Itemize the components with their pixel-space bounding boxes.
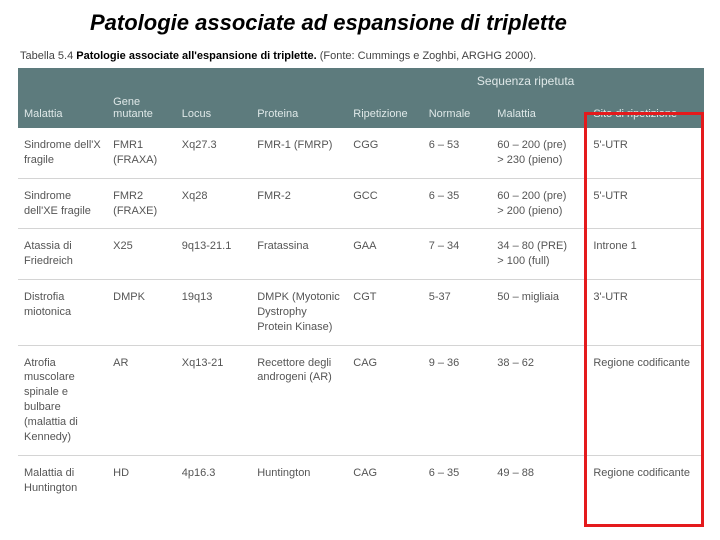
cell: 34 – 80 (PRE)> 100 (full) — [491, 229, 587, 280]
header-gene: Gene mutante — [107, 90, 176, 128]
cell: 5-37 — [423, 280, 492, 346]
cell: 19q13 — [176, 280, 251, 346]
caption-prefix: Tabella 5.4 — [20, 50, 76, 62]
cell: 4p16.3 — [176, 455, 251, 505]
cell: Atrofia muscolare spinale e bulbare (mal… — [18, 345, 107, 455]
cell: 60 – 200 (pre)> 230 (pieno) — [491, 128, 587, 178]
cell: 9 – 36 — [423, 345, 492, 455]
table-row: Malattia di Huntington HD 4p16.3 Hunting… — [18, 455, 704, 505]
cell: GCC — [347, 178, 422, 229]
cell: Malattia di Huntington — [18, 455, 107, 505]
cell em: DMPK (Myotonic Dystrophy Protein Kinase) — [251, 280, 347, 346]
cell: 5'-UTR — [587, 178, 704, 229]
header-ripetizione: Ripetizione — [347, 90, 422, 128]
header-locus: Locus — [176, 90, 251, 128]
cell: Huntington — [251, 455, 347, 505]
table-row: Atassia di Friedreich X25 9q13-21.1 Frat… — [18, 229, 704, 280]
cell: Xq28 — [176, 178, 251, 229]
cell: CGG — [347, 128, 422, 178]
cell: 60 – 200 (pre)> 200 (pieno) — [491, 178, 587, 229]
cell: 6 – 53 — [423, 128, 492, 178]
cell: Fratassina — [251, 229, 347, 280]
cell: Sindrome dell'X fragile — [18, 128, 107, 178]
cell: CGT — [347, 280, 422, 346]
cell: Distrofia miotonica — [18, 280, 107, 346]
cell: AR — [107, 345, 176, 455]
slide-title: Patologie associate ad espansione di tri… — [0, 0, 720, 42]
cell: DMPK — [107, 280, 176, 346]
cell: 50 – migliaia — [491, 280, 587, 346]
table-body: Sindrome dell'X fragile FMR1 (FRAXA) Xq2… — [18, 128, 704, 505]
cell: FMR1 (FRAXA) — [107, 128, 176, 178]
cell: HD — [107, 455, 176, 505]
cell: GAA — [347, 229, 422, 280]
cell: FMR-2 — [251, 178, 347, 229]
table-row: Sindrome dell'X fragile FMR1 (FRAXA) Xq2… — [18, 128, 704, 178]
cell: 3'-UTR — [587, 280, 704, 346]
table-header-row: Malattia Gene mutante Locus Proteina Rip… — [18, 90, 704, 128]
cell: Regione codificante — [587, 455, 704, 505]
cell: Recettore degli androgeni (AR) — [251, 345, 347, 455]
super-header: Sequenza ripetuta — [347, 68, 704, 90]
header-sito: Sito di ripetizione — [587, 90, 704, 128]
cell: Regione codificante — [587, 345, 704, 455]
cell: FMR2 (FRAXE) — [107, 178, 176, 229]
table-caption: Tabella 5.4 Patologie associate all'espa… — [0, 42, 720, 66]
cell: 9q13-21.1 — [176, 229, 251, 280]
table-row: Sindrome dell'XE fragile FMR2 (FRAXE) Xq… — [18, 178, 704, 229]
caption-source: (Fonte: Cummings e Zoghbi, ARGHG 2000). — [317, 50, 536, 62]
triplet-table: Sequenza ripetuta Malattia Gene mutante … — [18, 68, 704, 505]
cell: FMR-1 (FMRP) — [251, 128, 347, 178]
header-malattia: Malattia — [18, 90, 107, 128]
cell: X25 — [107, 229, 176, 280]
cell: Atassia di Friedreich — [18, 229, 107, 280]
header-malattia2: Malattia — [491, 90, 587, 128]
cell: 7 – 34 — [423, 229, 492, 280]
cell: 5'-UTR — [587, 128, 704, 178]
super-header-blank — [18, 68, 347, 90]
cell: 38 – 62 — [491, 345, 587, 455]
header-normale: Normale — [423, 90, 492, 128]
cell: 49 – 88 — [491, 455, 587, 505]
cell: Xq27.3 — [176, 128, 251, 178]
caption-bold: Patologie associate all'espansione di tr… — [76, 50, 316, 62]
cell: Introne 1 — [587, 229, 704, 280]
cell: CAG — [347, 455, 422, 505]
table-row: Atrofia muscolare spinale e bulbare (mal… — [18, 345, 704, 455]
header-proteina: Proteina — [251, 90, 347, 128]
cell: Sindrome dell'XE fragile — [18, 178, 107, 229]
cell: 6 – 35 — [423, 455, 492, 505]
cell: 6 – 35 — [423, 178, 492, 229]
table-super-header-row: Sequenza ripetuta — [18, 68, 704, 90]
cell: CAG — [347, 345, 422, 455]
table-wrap: Sequenza ripetuta Malattia Gene mutante … — [18, 68, 704, 505]
table-row: Distrofia miotonica DMPK 19q13 DMPK (Myo… — [18, 280, 704, 346]
cell: Xq13-21 — [176, 345, 251, 455]
